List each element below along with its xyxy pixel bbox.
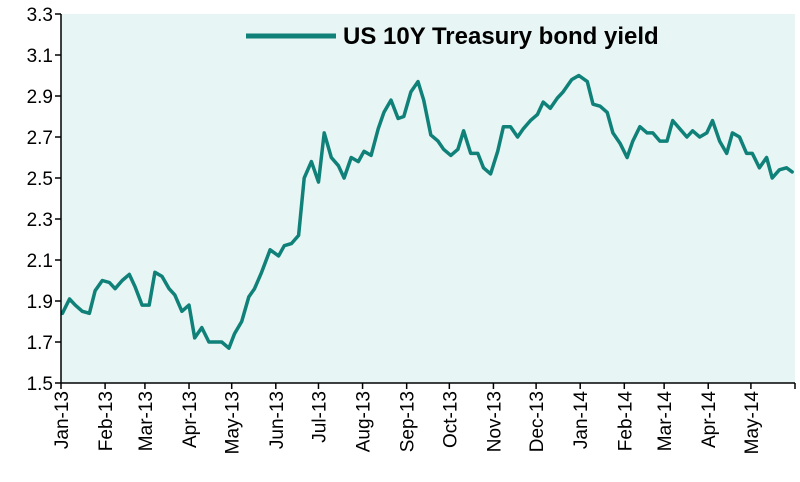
- x-tick-label: Feb-13: [96, 391, 117, 451]
- x-tick-label: May-14: [742, 391, 763, 455]
- y-tick-label: 1.7: [27, 333, 53, 354]
- x-tick-label: Apr-14: [699, 391, 720, 448]
- y-tick-label: 2.1: [27, 251, 53, 272]
- y-tick-label: 2.7: [27, 128, 53, 149]
- x-tick-label: Apr-13: [180, 391, 201, 448]
- series-layer: [60, 73, 794, 350]
- series-line-us-10y-yield: [60, 73, 794, 350]
- x-tick-label: Mar-13: [136, 391, 157, 451]
- x-tick-label: Mar-14: [655, 391, 676, 452]
- y-axis: 1.5 1.7 1.9 2.1 2.3 2.5 2.7 2.9 3.1 3.3: [27, 5, 62, 395]
- x-tick-label: Jan-13: [52, 391, 73, 449]
- x-tick-label: Jul-13: [309, 391, 330, 443]
- x-tick-label: Sep-13: [398, 391, 419, 452]
- y-tick-label: 2.3: [27, 210, 53, 231]
- y-tick-label: 2.5: [27, 169, 53, 190]
- y-tick-label: 3.1: [27, 46, 53, 67]
- legend-label-us-10y-yield: US 10Y Treasury bond yield: [343, 23, 659, 50]
- x-axis: Jan-13 Feb-13 Mar-13 Apr-13 May-13 Jun-13 Jul-…: [52, 382, 796, 455]
- y-tick-label: 1.9: [27, 292, 53, 313]
- plot-area-background: [61, 14, 795, 383]
- x-tick-label: Aug-13: [354, 391, 375, 452]
- x-tick-label: Jun-13: [267, 391, 288, 449]
- y-tick-label: 1.5: [27, 374, 53, 395]
- x-tick-label: Feb-14: [615, 391, 636, 452]
- x-tick-label: May-13: [223, 391, 244, 454]
- x-tick-label: Oct-13: [440, 391, 461, 448]
- legend: US 10Y Treasury bond yield: [246, 23, 659, 50]
- x-tick-label: Jan-14: [571, 391, 592, 450]
- y-tick-label: 2.9: [27, 87, 53, 108]
- x-tick-label: Nov-13: [484, 391, 505, 452]
- y-tick-label: 3.3: [27, 5, 53, 26]
- x-tick-label: Dec-13: [527, 391, 548, 452]
